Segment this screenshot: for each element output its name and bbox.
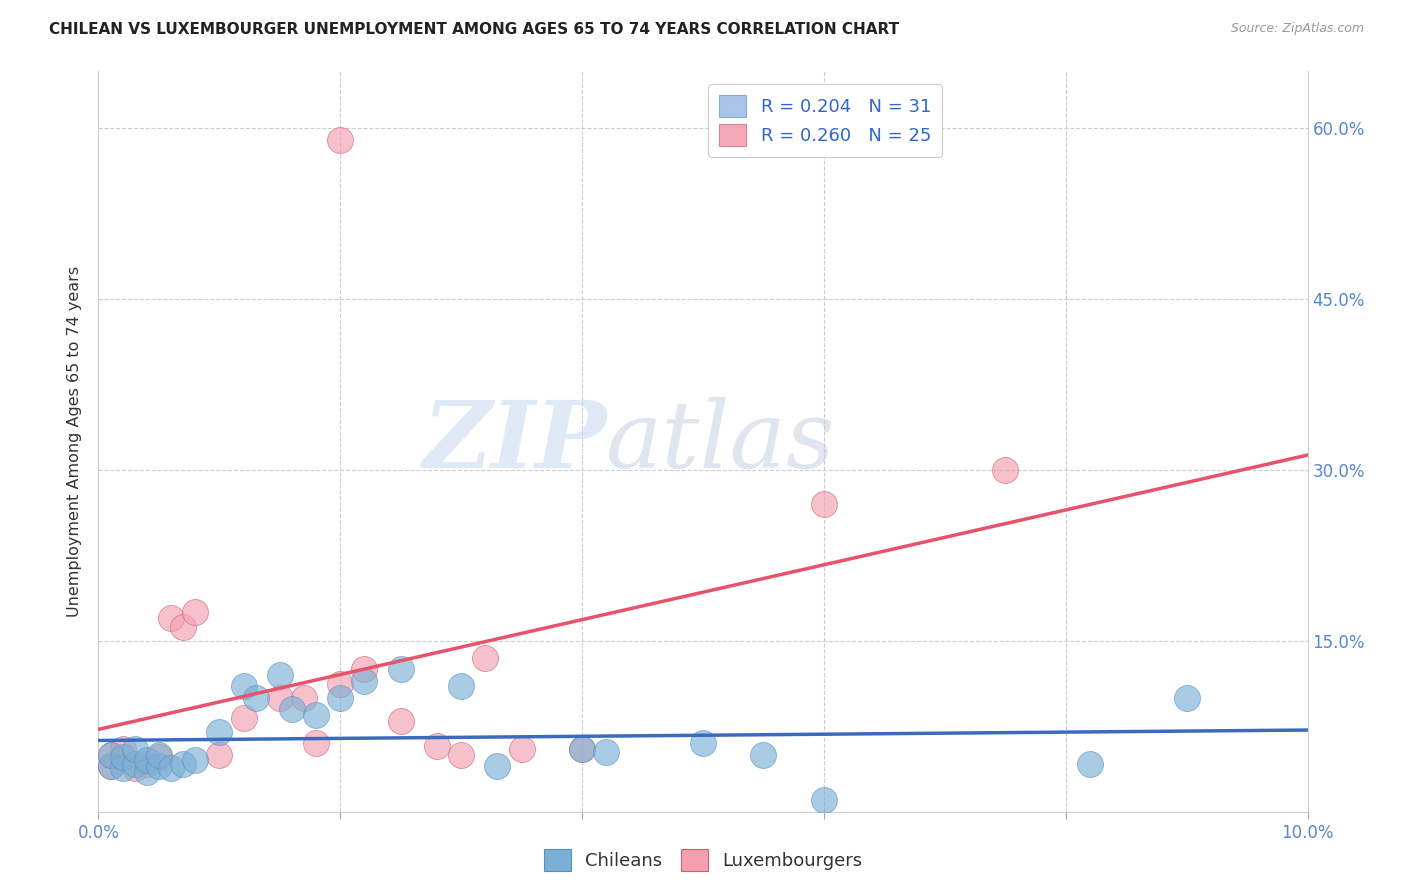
Point [135, 756, 157, 771]
Point [1175, 690, 1198, 705]
Point [329, 133, 352, 147]
Point [135, 754, 157, 768]
Point [813, 793, 835, 807]
Point [571, 742, 593, 756]
Text: atlas: atlas [606, 397, 835, 486]
Point [245, 690, 267, 705]
Point [269, 690, 291, 705]
Point [752, 747, 775, 762]
Point [329, 690, 352, 705]
Point [389, 662, 412, 676]
Point [329, 677, 352, 691]
Point [135, 764, 157, 779]
Point [994, 463, 1017, 477]
Point [292, 690, 315, 705]
Point [450, 747, 472, 762]
Point [208, 725, 231, 739]
Point [148, 750, 170, 764]
Point [692, 736, 714, 750]
Point [426, 739, 449, 753]
Point [571, 742, 593, 756]
Point [486, 759, 509, 773]
Point [353, 662, 375, 676]
Point [353, 673, 375, 688]
Point [595, 746, 617, 760]
Legend: R = 0.204   N = 31, R = 0.260   N = 25: R = 0.204 N = 31, R = 0.260 N = 25 [709, 84, 942, 157]
Point [111, 761, 134, 775]
Point [281, 702, 304, 716]
Point [111, 750, 134, 764]
Point [172, 756, 194, 771]
Point [100, 747, 122, 762]
Point [148, 759, 170, 773]
Point [389, 714, 412, 728]
Point [100, 759, 122, 773]
Point [184, 754, 207, 768]
Point [232, 680, 254, 694]
Point [172, 620, 194, 634]
Point [269, 668, 291, 682]
Point [232, 711, 254, 725]
Text: ZIP: ZIP [422, 397, 606, 486]
Point [160, 611, 183, 625]
Text: CHILEAN VS LUXEMBOURGER UNEMPLOYMENT AMONG AGES 65 TO 74 YEARS CORRELATION CHART: CHILEAN VS LUXEMBOURGER UNEMPLOYMENT AMO… [49, 22, 900, 37]
Point [124, 756, 146, 771]
Point [813, 497, 835, 511]
Point [124, 761, 146, 775]
Point [160, 761, 183, 775]
Point [474, 651, 496, 665]
Point [450, 680, 472, 694]
Point [148, 747, 170, 762]
Text: Source: ZipAtlas.com: Source: ZipAtlas.com [1230, 22, 1364, 36]
Point [100, 747, 122, 762]
Point [111, 742, 134, 756]
Legend: Chileans, Luxembourgers: Chileans, Luxembourgers [537, 842, 869, 879]
Point [305, 707, 328, 722]
Point [305, 736, 328, 750]
Point [100, 759, 122, 773]
Point [184, 606, 207, 620]
Point [1078, 756, 1101, 771]
Y-axis label: Unemployment Among Ages 65 to 74 years: Unemployment Among Ages 65 to 74 years [67, 266, 83, 617]
Point [208, 747, 231, 762]
Point [510, 742, 533, 756]
Point [124, 742, 146, 756]
